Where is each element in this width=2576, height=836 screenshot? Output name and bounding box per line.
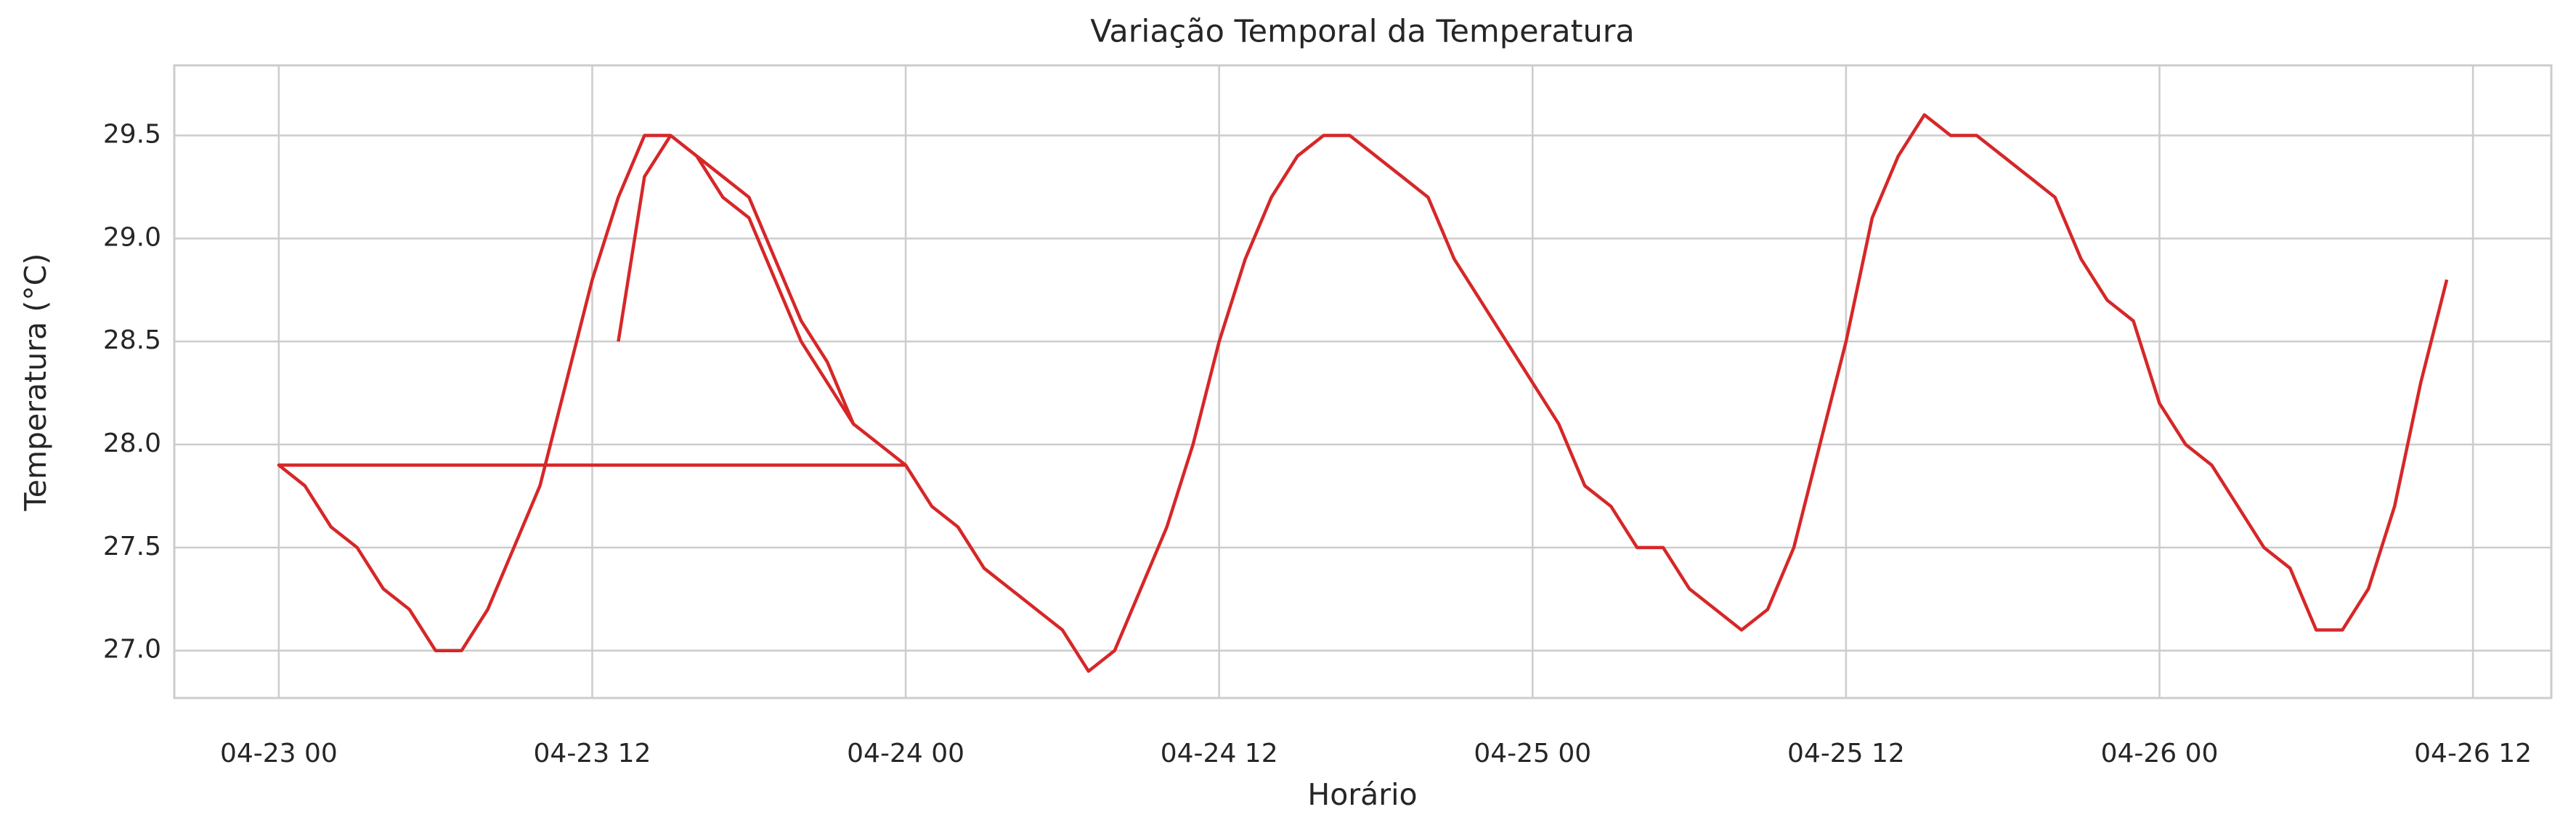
plot-frame xyxy=(173,64,2553,699)
y-tick-label: 27.0 xyxy=(103,635,161,665)
x-tick-label: 04-23 00 xyxy=(220,739,338,768)
y-tick-label: 29.0 xyxy=(103,222,161,252)
x-tick-label: 04-24 12 xyxy=(1161,739,1278,768)
chart-title: Variação Temporal da Temperatura xyxy=(1090,14,1634,50)
x-tick-label: 04-25 12 xyxy=(1787,739,1905,768)
x-tick-label: 04-26 12 xyxy=(2414,739,2532,768)
x-tick-label: 04-25 00 xyxy=(1474,739,1591,768)
x-axis-label: Horário xyxy=(1307,777,1417,812)
y-axis-label: Temperatura (°C) xyxy=(18,253,53,512)
y-tick-label: 28.5 xyxy=(103,325,161,355)
x-tick-label: 04-23 12 xyxy=(534,739,651,768)
x-tick-label: 04-26 00 xyxy=(2101,739,2219,768)
data-line xyxy=(277,113,2449,673)
y-tick-label: 29.5 xyxy=(103,119,161,149)
x-tick-label: 04-24 00 xyxy=(847,739,964,768)
y-tick-label: 28.0 xyxy=(103,429,161,458)
y-tick-label: 27.5 xyxy=(103,532,161,561)
